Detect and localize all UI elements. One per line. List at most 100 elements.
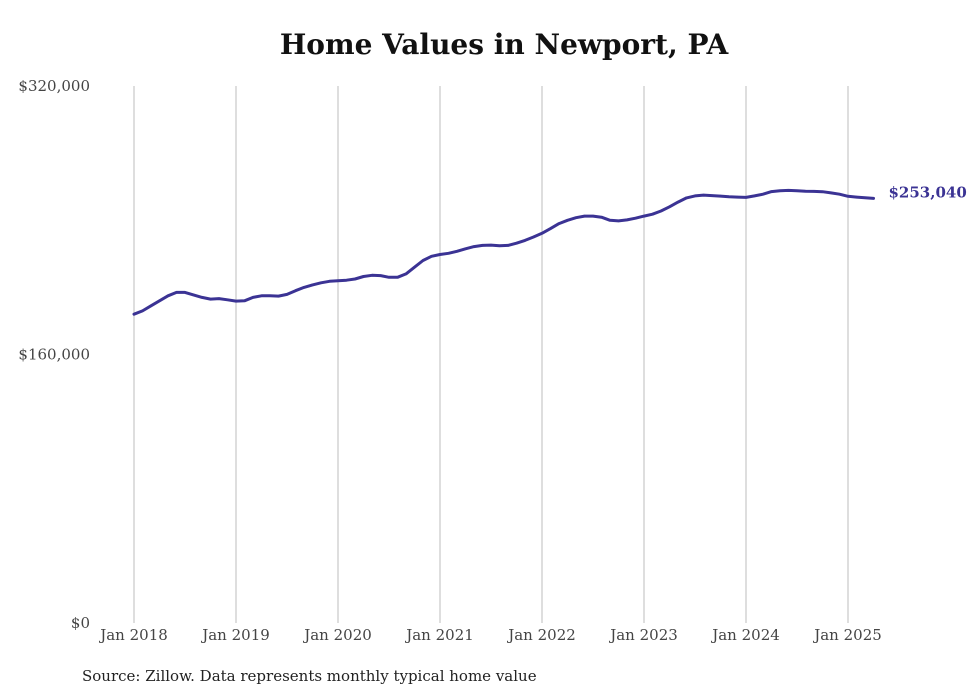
data-point xyxy=(328,280,331,283)
data-point xyxy=(183,291,187,294)
chart-title: Home Values in Newport, PA xyxy=(279,28,729,61)
data-point xyxy=(166,294,170,297)
data-point xyxy=(583,214,586,218)
data-point xyxy=(209,297,212,301)
data-point xyxy=(268,294,272,297)
x-tick-label: Jan 2023 xyxy=(608,626,678,644)
data-point xyxy=(523,239,527,242)
data-point xyxy=(200,296,204,299)
data-point xyxy=(260,294,263,297)
data-point xyxy=(770,190,773,193)
data-point xyxy=(608,219,612,222)
data-point xyxy=(319,281,323,285)
data-point xyxy=(651,213,654,216)
data-point xyxy=(370,274,374,277)
data-point xyxy=(158,299,161,302)
source-note: Source: Zillow. Data represents monthly … xyxy=(82,667,537,685)
data-point xyxy=(540,232,544,235)
y-axis-ticks: $0 $160,000 $320,000 xyxy=(18,77,90,632)
data-point xyxy=(506,244,510,247)
data-point xyxy=(336,279,340,282)
data-point xyxy=(515,242,518,245)
data-point xyxy=(846,195,850,198)
data-point xyxy=(481,244,484,247)
x-tick-label: Jan 2022 xyxy=(506,626,576,644)
data-point xyxy=(591,214,595,218)
data-point xyxy=(736,195,739,199)
data-point xyxy=(710,194,714,197)
data-point xyxy=(413,266,416,269)
data-point xyxy=(668,205,671,209)
x-tick-label: Jan 2018 xyxy=(98,626,168,644)
data-point xyxy=(685,196,688,200)
data-point xyxy=(387,276,391,279)
x-axis-ticks: Jan 2018 Jan 2019 Jan 2020 Jan 2021 Jan 2022… xyxy=(98,626,882,644)
data-point xyxy=(744,196,748,199)
data-point xyxy=(719,194,722,198)
data-point xyxy=(175,291,178,294)
data-point xyxy=(566,219,569,222)
data-point xyxy=(149,304,153,308)
data-points xyxy=(132,189,875,316)
data-point xyxy=(285,293,289,296)
data-point xyxy=(294,289,297,292)
data-point xyxy=(693,194,697,198)
data-point xyxy=(302,286,306,289)
data-point xyxy=(226,298,229,301)
data-point xyxy=(438,253,442,256)
data-point xyxy=(812,190,816,193)
y-tick-label: $320,000 xyxy=(18,77,90,95)
data-point xyxy=(277,294,280,298)
x-tick-label: Jan 2019 xyxy=(200,626,270,644)
data-point xyxy=(362,275,365,278)
x-tick-label: Jan 2021 xyxy=(404,626,474,644)
x-tick-label: Jan 2025 xyxy=(812,626,882,644)
data-point xyxy=(353,277,357,281)
data-point xyxy=(532,235,535,239)
data-point xyxy=(600,216,603,219)
data-point xyxy=(778,189,782,192)
data-point xyxy=(192,293,195,297)
data-point xyxy=(243,299,246,302)
data-point xyxy=(804,190,807,193)
data-point xyxy=(430,255,433,258)
data-point xyxy=(489,243,493,247)
data-point xyxy=(625,218,629,222)
data-point xyxy=(829,191,833,195)
data-point xyxy=(617,219,620,223)
data-point xyxy=(498,244,501,247)
data-point xyxy=(634,217,637,220)
data-point xyxy=(855,195,858,199)
data-point xyxy=(795,189,799,192)
data-point xyxy=(787,189,790,192)
data-point xyxy=(396,276,399,279)
data-point xyxy=(872,197,875,200)
data-point xyxy=(132,313,136,316)
data-point xyxy=(557,222,561,225)
home-value-line xyxy=(132,188,875,316)
data-point xyxy=(702,193,705,197)
data-point xyxy=(345,278,348,282)
data-point xyxy=(642,214,646,218)
data-point xyxy=(838,193,841,196)
data-point xyxy=(821,190,824,193)
data-point xyxy=(404,272,408,276)
data-point xyxy=(863,196,867,199)
data-point xyxy=(311,283,314,287)
end-value-label: $253,040 xyxy=(889,183,967,201)
y-tick-label: $0 xyxy=(71,614,90,632)
x-tick-label: Jan 2020 xyxy=(302,626,372,644)
data-point xyxy=(574,216,578,219)
data-point xyxy=(217,297,221,300)
data-point xyxy=(472,245,476,248)
data-point xyxy=(753,194,756,198)
x-tick-label: Jan 2024 xyxy=(710,626,780,644)
data-point xyxy=(659,209,663,213)
data-point xyxy=(447,252,450,255)
data-point xyxy=(421,259,425,262)
data-point xyxy=(464,247,467,250)
data-point xyxy=(727,195,731,198)
data-point xyxy=(549,227,552,230)
gridlines xyxy=(133,86,849,623)
